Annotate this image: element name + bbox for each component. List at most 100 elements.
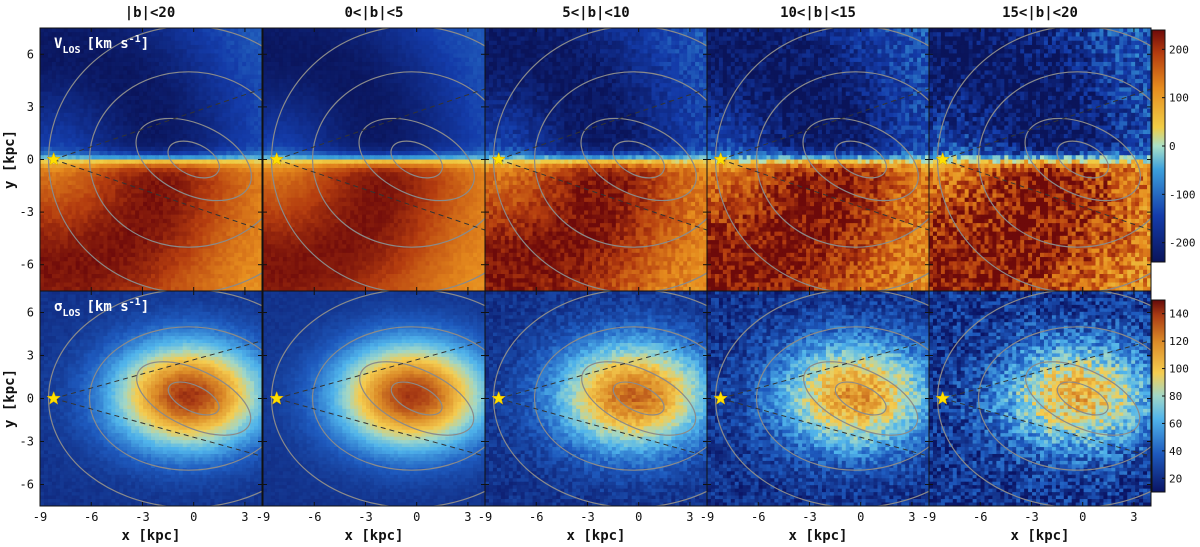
y-tick-label: 3 bbox=[27, 349, 34, 363]
x-axis-label: x [kpc] bbox=[121, 528, 180, 544]
sun-star-icon bbox=[269, 390, 284, 405]
row-quantity-label: σLOS [km s-1] bbox=[54, 297, 149, 319]
sun-star-icon bbox=[46, 390, 61, 405]
heatmap-panel bbox=[485, 291, 707, 506]
x-tick-label: 0 bbox=[1079, 510, 1086, 524]
x-tick-label: -6 bbox=[529, 510, 543, 524]
sun-star-icon bbox=[491, 151, 506, 166]
x-axis-label: x [kpc] bbox=[344, 528, 403, 544]
sightline bbox=[498, 159, 707, 231]
density-contours bbox=[492, 291, 707, 506]
x-tick-label: -6 bbox=[84, 510, 98, 524]
x-axis-label: x [kpc] bbox=[566, 528, 625, 544]
heatmap-panel bbox=[929, 291, 1151, 506]
x-tick-label: 3 bbox=[908, 510, 915, 524]
density-contours bbox=[936, 291, 1151, 506]
x-tick-label: 3 bbox=[241, 510, 248, 524]
heatmap-panel bbox=[263, 28, 485, 291]
heatmap-panel bbox=[40, 28, 262, 291]
y-tick-label: 6 bbox=[27, 306, 34, 320]
heatmap-panel bbox=[707, 291, 929, 506]
y-tick-label: 0 bbox=[27, 392, 34, 406]
sightline bbox=[942, 340, 1151, 399]
heatmap-panel bbox=[485, 28, 707, 291]
x-tick-label: -6 bbox=[307, 510, 321, 524]
sightline bbox=[498, 88, 707, 160]
density-contours bbox=[47, 28, 262, 291]
y-axis-label: y [kpc] bbox=[2, 369, 18, 428]
x-tick-label: 3 bbox=[1130, 510, 1137, 524]
heatmap-panel bbox=[40, 291, 262, 506]
sightline bbox=[53, 340, 262, 399]
x-tick-label: -3 bbox=[135, 510, 149, 524]
x-tick-label: 0 bbox=[413, 510, 420, 524]
density-contours bbox=[47, 291, 262, 506]
colorbar-tick-label: 80 bbox=[1169, 390, 1182, 403]
heatmap-panel bbox=[263, 291, 485, 506]
column-titles: |b|<20 0<|b|<5 5<|b|<10 10<|b|<15 15<|b|<20 bbox=[125, 5, 1078, 21]
sun-star-icon bbox=[935, 151, 950, 166]
column-title: 5<|b|<10 bbox=[562, 5, 629, 21]
sightline bbox=[276, 159, 485, 231]
column-title: 0<|b|<5 bbox=[344, 5, 403, 21]
x-axis-label: x [kpc] bbox=[1010, 528, 1069, 544]
sun-star-icon bbox=[269, 151, 284, 166]
sun-star-icon bbox=[713, 390, 728, 405]
x-tick-label: -3 bbox=[1024, 510, 1038, 524]
row-labels: VLOS [km s-1] σLOS [km s-1] bbox=[54, 34, 149, 319]
x-tick-label: -9 bbox=[700, 510, 714, 524]
x-axis-label: x [kpc] bbox=[788, 528, 847, 544]
y-tick-label: 3 bbox=[27, 100, 34, 114]
heatmap-panels bbox=[39, 27, 1152, 507]
x-tick-label: 3 bbox=[464, 510, 471, 524]
sightline bbox=[53, 159, 262, 231]
x-tick-label: 0 bbox=[857, 510, 864, 524]
y-tick-label: -6 bbox=[20, 478, 34, 492]
sightline bbox=[942, 159, 1151, 231]
heatmap-panel bbox=[707, 28, 929, 291]
x-tick-label: -6 bbox=[973, 510, 987, 524]
colorbar-tick-label: 120 bbox=[1169, 335, 1189, 348]
colorbar-tick-label: 200 bbox=[1169, 43, 1189, 56]
sightline bbox=[720, 340, 929, 399]
sightline bbox=[276, 88, 485, 160]
density-contours bbox=[270, 291, 485, 506]
colorbar-tick-label: 20 bbox=[1169, 472, 1182, 485]
colorbar-tick-label: 40 bbox=[1169, 445, 1182, 458]
sightline bbox=[498, 340, 707, 399]
column-title: 10<|b|<15 bbox=[780, 5, 856, 21]
column-title: 15<|b|<20 bbox=[1002, 5, 1078, 21]
y-tick-label: -6 bbox=[20, 258, 34, 272]
colorbar-tick-label: 100 bbox=[1169, 363, 1189, 376]
y-axis-label: y [kpc] bbox=[2, 130, 18, 189]
sightline bbox=[720, 88, 929, 160]
y-tick-label: -3 bbox=[20, 435, 34, 449]
x-tick-label: 3 bbox=[686, 510, 693, 524]
colorbar-tick-label: 60 bbox=[1169, 417, 1182, 430]
x-tick-label: -3 bbox=[358, 510, 372, 524]
density-contours bbox=[714, 291, 929, 506]
x-tick-label: -9 bbox=[478, 510, 492, 524]
x-tick-label: -9 bbox=[922, 510, 936, 524]
x-tick-label: 0 bbox=[190, 510, 197, 524]
sightline bbox=[720, 398, 929, 457]
x-tick-label: -6 bbox=[751, 510, 765, 524]
x-tick-label: 0 bbox=[635, 510, 642, 524]
colorbar-tick-label: 100 bbox=[1169, 92, 1189, 105]
y-tick-label: 0 bbox=[27, 153, 34, 167]
sightline bbox=[498, 398, 707, 457]
column-title: |b|<20 bbox=[125, 5, 176, 21]
colorbar-tick-label: 0 bbox=[1169, 140, 1176, 153]
density-contours bbox=[492, 28, 707, 291]
x-tick-label: -3 bbox=[802, 510, 816, 524]
sun-star-icon bbox=[935, 390, 950, 405]
colorbar-tick-label: -100 bbox=[1169, 188, 1196, 201]
x-tick-label: -9 bbox=[33, 510, 47, 524]
axes: 6 3 0 -3 -6 y [kpc] 6 3 0 -3 -6 y [kpc] -9 -6 -3 0 3 x [k… bbox=[2, 47, 1138, 544]
sun-star-icon bbox=[713, 151, 728, 166]
sightline bbox=[276, 340, 485, 399]
colorbar-tick-label: -200 bbox=[1169, 237, 1196, 250]
sun-star-icon bbox=[491, 390, 506, 405]
sightline bbox=[53, 88, 262, 160]
